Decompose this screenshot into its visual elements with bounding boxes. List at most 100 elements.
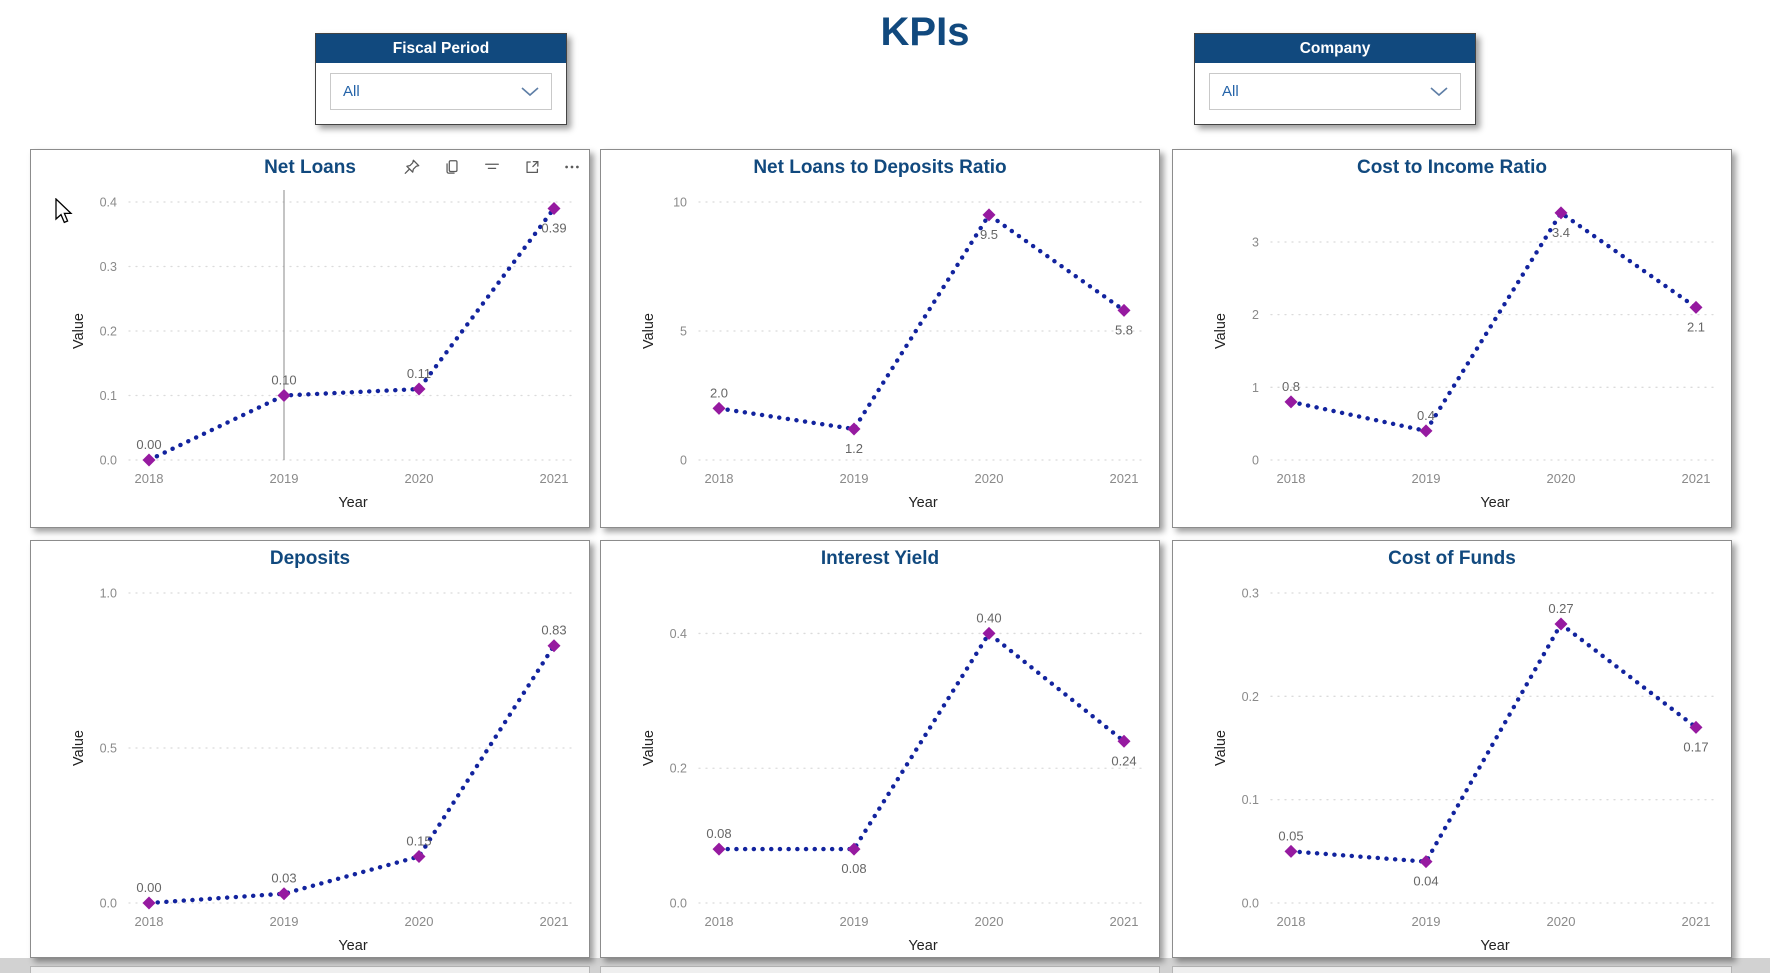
data-point-label: 0.11	[407, 366, 431, 381]
x-axis-tick-label: 2019	[270, 914, 299, 929]
x-axis-tick-label: 2020	[1547, 471, 1576, 486]
series-line	[716, 630, 1127, 852]
more-options-icon[interactable]	[563, 158, 581, 176]
x-axis-tick-label: 2021	[1110, 914, 1139, 929]
company-dropdown[interactable]: All	[1209, 73, 1461, 110]
data-point-marker[interactable]	[277, 887, 291, 901]
data-point-marker[interactable]	[1284, 844, 1298, 858]
fiscal-period-selected-value: All	[343, 83, 360, 100]
x-axis-tick-label: 2019	[270, 471, 299, 486]
data-point-marker[interactable]	[1554, 206, 1568, 220]
chevron-down-icon	[1430, 86, 1448, 96]
x-axis-title: Year	[338, 938, 367, 954]
data-point-marker[interactable]	[712, 401, 726, 415]
data-point-marker[interactable]	[142, 453, 156, 467]
fiscal-period-dropdown[interactable]: All	[330, 73, 552, 110]
y-axis-tick-label: 0.3	[1242, 587, 1259, 601]
x-axis-tick-label: 2018	[705, 471, 734, 486]
data-point-label: 0.4	[1417, 408, 1435, 423]
data-point-marker[interactable]	[277, 389, 291, 402]
y-axis-tick-label: 0	[680, 454, 687, 468]
y-axis-title: Value	[1213, 313, 1229, 349]
data-point-marker[interactable]	[847, 842, 861, 856]
data-point-label: 0.08	[841, 861, 866, 876]
data-point-marker[interactable]	[847, 422, 861, 436]
data-point-label: 2.0	[710, 385, 728, 400]
chart-panel-interest-yield: Interest Yield 0.0 0.2 0.4 0.08 0.08 0.40 0.24…	[600, 540, 1160, 958]
copy-icon[interactable]	[443, 158, 461, 176]
x-axis-tick-label: 2020	[405, 471, 434, 486]
data-point-marker[interactable]	[1117, 734, 1131, 748]
data-point-marker[interactable]	[1419, 424, 1433, 438]
y-axis-tick-label: 0.0	[1242, 897, 1259, 911]
chart-title: Interest Yield	[820, 548, 940, 569]
series-line	[146, 206, 557, 463]
data-point-marker[interactable]	[1554, 617, 1568, 631]
series-line	[146, 643, 557, 906]
data-point-marker[interactable]	[1284, 395, 1298, 409]
data-point-label: 0.08	[706, 826, 731, 841]
y-axis-tick-label: 0.1	[100, 389, 117, 403]
x-axis-tick-label: 2019	[1412, 471, 1441, 486]
y-axis-tick-label: 0.4	[100, 196, 117, 210]
focus-mode-icon[interactable]	[523, 158, 541, 176]
data-point-label: 0.39	[541, 220, 566, 235]
data-point-marker[interactable]	[412, 382, 426, 396]
y-axis-tick-label: 0.3	[100, 260, 117, 274]
chart-plot-area: 0.0 0.2 0.4 0.08 0.08 0.40 0.24 2018 2019 2020 202…	[641, 610, 1148, 954]
chart-title: Deposits	[269, 548, 351, 569]
data-point-marker[interactable]	[1419, 855, 1433, 869]
x-axis-title: Year	[1480, 495, 1509, 511]
x-axis-tick-label: 2021	[540, 914, 569, 929]
data-point-marker[interactable]	[712, 842, 726, 856]
y-axis-tick-label: 1	[1252, 381, 1259, 395]
x-axis-tick-label: 2020	[1547, 914, 1576, 929]
y-axis-tick-label: 0.0	[100, 897, 117, 911]
y-axis-tick-label: 0.0	[670, 897, 687, 911]
data-point-marker[interactable]	[1689, 300, 1703, 314]
x-axis-tick-label: 2020	[975, 471, 1004, 486]
data-point-marker[interactable]	[142, 896, 156, 910]
data-point-marker[interactable]	[1117, 303, 1131, 317]
x-axis-tick-label: 2019	[1412, 914, 1441, 929]
data-point-marker[interactable]	[547, 639, 561, 653]
series-line	[1288, 209, 1699, 434]
chevron-down-icon	[521, 86, 539, 96]
y-axis-tick-label: 1.0	[100, 587, 117, 601]
chart-panel-cost-to-income-ratio: Cost to Income Ratio 0 1 2 3 0.8 0.4 3.4 2.1 201…	[1172, 149, 1732, 528]
next-row-visual-peek	[600, 966, 1160, 973]
data-point-marker[interactable]	[547, 201, 561, 215]
x-axis-tick-label: 2018	[1277, 471, 1306, 486]
next-row-visual-peek	[30, 966, 590, 973]
data-point-label: 1.2	[845, 441, 863, 456]
data-point-label: 0.04	[1413, 874, 1438, 889]
data-point-label: 0.24	[1111, 753, 1136, 768]
chart-plot-area: 0.0 0.5 1.0 0.00 0.03 0.15 0.83 2018 2019 2020 202…	[71, 587, 578, 954]
fiscal-period-slicer: Fiscal Period All	[315, 33, 567, 125]
pin-icon[interactable]	[403, 158, 421, 176]
chart-plot-area: 0 5 10 2.0 1.2 9.5 5.8 2018 2019 2020 2021 Value Yea…	[641, 196, 1148, 511]
data-point-label: 0.10	[271, 373, 296, 388]
data-point-label: 0.17	[1683, 739, 1708, 754]
chart-plot-area: 0 1 2 3 0.8 0.4 3.4 2.1 2018 2019 2020 2021 Value Yea…	[1213, 206, 1720, 511]
data-point-label: 0.8	[1282, 379, 1300, 394]
chart-title: Net Loans to Deposits Ratio	[753, 157, 1007, 178]
y-axis-tick-label: 0.2	[100, 325, 117, 339]
data-point-marker[interactable]	[982, 626, 996, 640]
data-point-label: 0.03	[271, 871, 296, 886]
data-point-label: 0.05	[1278, 828, 1303, 843]
data-point-marker[interactable]	[412, 850, 426, 863]
x-axis-title: Year	[908, 938, 937, 954]
x-axis-tick-label: 2018	[1277, 914, 1306, 929]
x-axis-title: Year	[908, 495, 937, 511]
chart-panel-deposits: Deposits 0.0 0.5 1.0 0.00 0.03 0.15 0.83 2018 20…	[30, 540, 590, 958]
data-point-label: 0.27	[1548, 601, 1573, 616]
data-point-label: 3.4	[1552, 225, 1570, 240]
data-point-marker[interactable]	[1689, 720, 1703, 734]
data-point-marker[interactable]	[982, 208, 996, 222]
y-axis-tick-label: 0.0	[100, 454, 117, 468]
y-axis-tick-label: 2	[1252, 308, 1259, 322]
filter-icon[interactable]	[483, 158, 501, 176]
chart-panel-cost-of-funds: Cost of Funds 0.0 0.1 0.2 0.3 0.05 0.04 0.27 0.…	[1172, 540, 1732, 958]
x-axis-tick-label: 2021	[1682, 914, 1711, 929]
